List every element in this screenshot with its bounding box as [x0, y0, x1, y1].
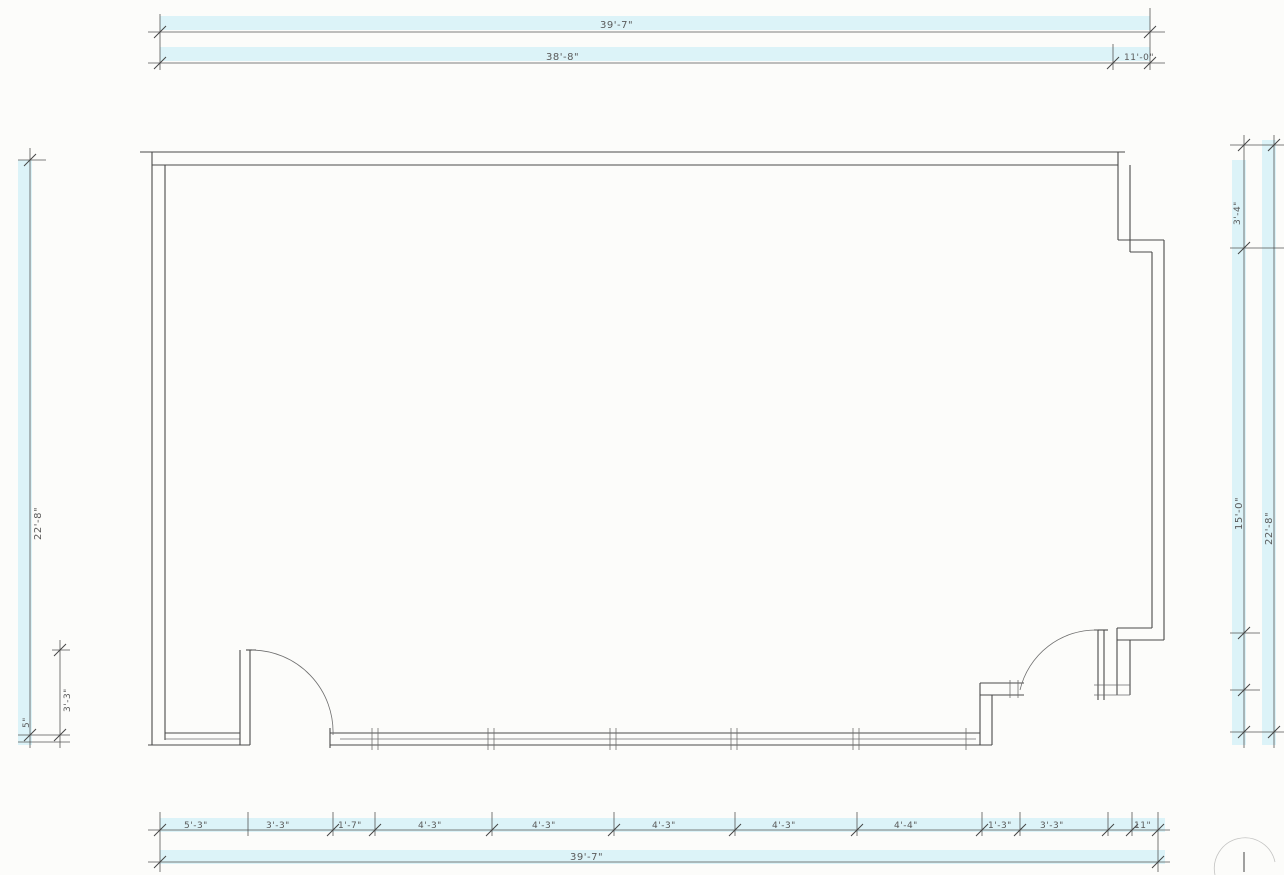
- bottom-segment-11: 11": [1134, 821, 1151, 831]
- right-upper-dimension: 3'-4": [1233, 201, 1243, 225]
- bottom-segment-6: 4'-3": [652, 821, 676, 831]
- top-right-small-dimension: 11'-0": [1124, 53, 1154, 63]
- bottom-segment-10: 3'-3": [1040, 821, 1064, 831]
- right-dimension-band-1: [1232, 160, 1246, 745]
- bottom-segment-2: 3'-3": [266, 821, 290, 831]
- bottom-segment-1: 5'-3": [184, 821, 208, 831]
- bottom-segment-7: 4'-3": [772, 821, 796, 831]
- bottom-segment-9: 1'-3": [988, 821, 1012, 831]
- right-overall-dimension: 22'-8": [1264, 512, 1275, 545]
- right-middle-dimension: 15'-0": [1234, 497, 1245, 530]
- left-dimension-lines: [18, 148, 70, 748]
- left-small-dimension: 5": [22, 717, 32, 728]
- left-dimension-band: [18, 160, 32, 745]
- bottom-segment-5: 4'-3": [532, 821, 556, 831]
- bottom-overall-dimension: 39'-7": [570, 852, 603, 863]
- corner-mark: [1213, 837, 1276, 875]
- exterior-walls: [140, 151, 1165, 745]
- door-swings: [246, 629, 1108, 736]
- bottom-dimension-lines: [148, 812, 1170, 872]
- top-dimension-band-2: [160, 47, 1150, 61]
- left-lower-dimension: 3'-3": [63, 688, 73, 712]
- left-overall-dimension: 22'-8": [33, 507, 44, 540]
- bottom-segment-3: 1'-7": [338, 821, 362, 831]
- bottom-wall-windows: [148, 650, 992, 750]
- bottom-segment-8: 4'-4": [894, 821, 918, 831]
- top-inner-dimension: 38'-8": [546, 52, 579, 63]
- bottom-dimension-band-1: [160, 818, 1165, 832]
- top-overall-dimension: 39'-7": [600, 20, 633, 31]
- top-dimension-band-1: [160, 16, 1150, 30]
- top-dimension-lines: [148, 8, 1165, 70]
- bottom-segment-4: 4'-3": [418, 821, 442, 831]
- right-dimension-lines: [1230, 135, 1284, 748]
- right-dimension-band-2: [1262, 140, 1276, 745]
- bottom-dimension-band-2: [160, 850, 1165, 864]
